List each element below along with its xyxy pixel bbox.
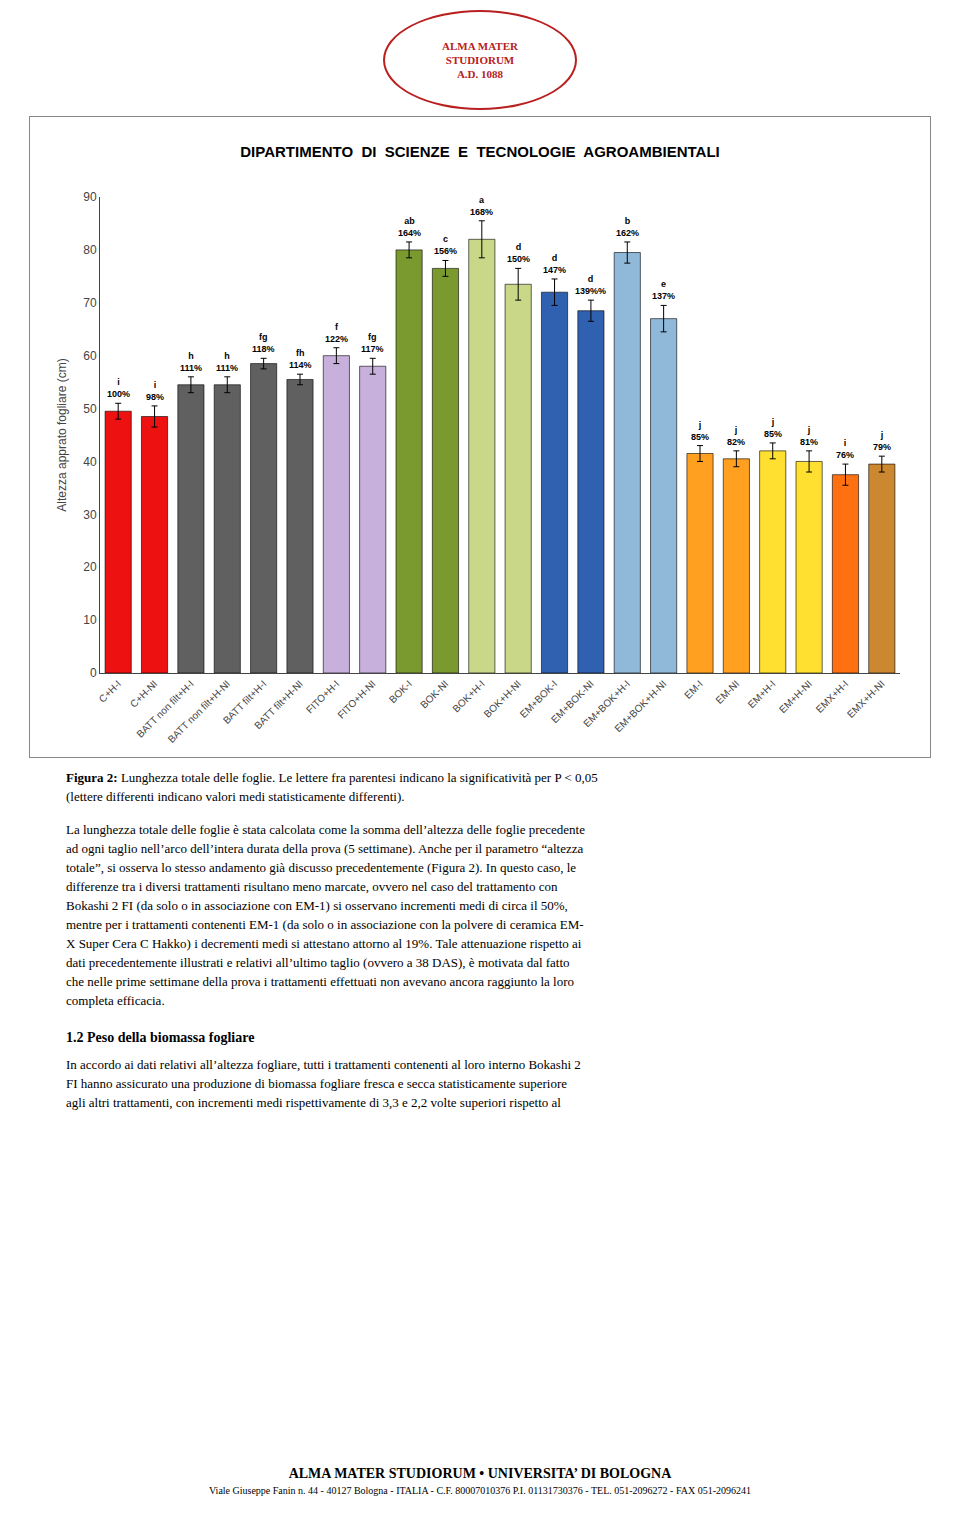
- svg-text:EM+BOK+H-I: EM+BOK+H-I: [581, 678, 632, 729]
- svg-text:BOK-NI: BOK-NI: [418, 678, 450, 710]
- html-text:X Super Cera C Hakko) i decrem: X Super Cera C Hakko) i decrementi medi …: [66, 936, 582, 951]
- svg-text:30: 30: [83, 508, 97, 522]
- svg-text:j85%: j85%: [691, 420, 709, 442]
- svg-text:f122%: f122%: [325, 322, 348, 344]
- html-text:differenze tra i diversi tratt: differenze tra i diversi trattamenti ris…: [66, 879, 558, 894]
- svg-text:fg117%: fg117%: [361, 332, 384, 354]
- svg-text:BOK-I: BOK-I: [387, 678, 414, 705]
- svg-text:j82%: j82%: [727, 425, 745, 447]
- svg-text:EM+H-I: EM+H-I: [746, 678, 778, 710]
- svg-text:EMX+H-I: EMX+H-I: [814, 678, 851, 715]
- svg-text:0: 0: [90, 666, 97, 680]
- svg-text:b162%: b162%: [616, 216, 639, 238]
- svg-text:EM-NI: EM-NI: [713, 678, 741, 706]
- svg-text:EM+BOK+H-NI: EM+BOK+H-NI: [612, 678, 668, 734]
- svg-text:d150%: d150%: [507, 242, 530, 264]
- svg-text:FITO+H-I: FITO+H-I: [304, 678, 341, 715]
- svg-text:EM-I: EM-I: [682, 678, 705, 701]
- html-text:FI hanno assicurato una produz: FI hanno assicurato una produzione di bi…: [66, 1076, 567, 1091]
- svg-text:50: 50: [83, 402, 97, 416]
- svg-text:d147%: d147%: [543, 253, 566, 275]
- svg-text:BOK+H-I: BOK+H-I: [450, 678, 486, 714]
- svg-text:EM+BOK-I: EM+BOK-I: [518, 678, 560, 720]
- html-text:(lettere differenti indicano v: (lettere differenti indicano valori medi…: [66, 789, 405, 804]
- svg-text:90: 90: [83, 190, 97, 204]
- html-text:dati precedentemente illustrat: dati precedentemente illustrati e relati…: [66, 955, 570, 970]
- svg-text:e137%: e137%: [652, 279, 675, 301]
- svg-text:DIPARTIMENTO DI SCIENZE E: DIPARTIMENTO DI SCIENZE E TECNOLOGIE AGR…: [240, 143, 719, 160]
- svg-text:i76%: i76%: [836, 438, 854, 460]
- html-text:Figura 2: Lunghezza totale del: Figura 2: Lunghezza totale delle foglie.…: [66, 770, 598, 785]
- html-text:A.D. 1088: A.D. 1088: [456, 68, 504, 80]
- svg-text:BATT non filt+H-I: BATT non filt+H-I: [134, 678, 196, 740]
- html-text:Viale Giuseppe Fanin n. 44 - 4: Viale Giuseppe Fanin n. 44 - 40127 Bolog…: [209, 1485, 751, 1496]
- html-text:che nelle prime settimane dell: che nelle prime settimane della prova i …: [66, 974, 574, 989]
- svg-text:h111%: h111%: [216, 351, 238, 373]
- svg-text:i100%: i100%: [107, 377, 130, 399]
- svg-text:j85%: j85%: [764, 417, 782, 439]
- svg-text:d139%%: d139%%: [575, 274, 606, 296]
- html-text:totale”, si osserva lo stesso: totale”, si osserva lo stesso andamento …: [66, 860, 577, 875]
- svg-text:BATT non filt+H-NI: BATT non filt+H-NI: [166, 678, 233, 745]
- svg-text:a168%: a168%: [470, 195, 493, 217]
- svg-text:fg118%: fg118%: [252, 332, 275, 354]
- html-text:Bokashi 2 FI (da solo o in ass: Bokashi 2 FI (da solo o in associazione …: [66, 898, 568, 913]
- html-text:agli altri trattamenti, con in: agli altri trattamenti, con incrementi m…: [66, 1095, 561, 1110]
- svg-text:C+H-I: C+H-I: [97, 678, 123, 704]
- svg-text:C+H-NI: C+H-NI: [128, 678, 160, 710]
- svg-text:ab164%: ab164%: [398, 216, 421, 238]
- html-text:completa efficacia.: completa efficacia.: [66, 993, 165, 1008]
- svg-text:h111%: h111%: [180, 351, 202, 373]
- svg-text:FITO+H-NI: FITO+H-NI: [335, 678, 377, 720]
- svg-text:c156%: c156%: [434, 234, 457, 256]
- svg-text:j79%: j79%: [873, 430, 891, 452]
- svg-text:EMX+H-NI: EMX+H-NI: [845, 678, 887, 720]
- svg-text:BOK+H-NI: BOK+H-NI: [482, 678, 523, 719]
- svg-text:i98%: i98%: [146, 380, 164, 402]
- svg-text:fh114%: fh114%: [289, 348, 312, 370]
- html-text:In accordo ai dati relativi al: In accordo ai dati relativi all’altezza …: [66, 1057, 581, 1072]
- html-text:mentre per i trattamenti conte: mentre per i trattamenti contenenti EM-1…: [66, 917, 584, 932]
- svg-text:EM+H-NI: EM+H-NI: [777, 678, 814, 715]
- svg-text:EM+BOK-NI: EM+BOK-NI: [549, 678, 596, 725]
- svg-text:70: 70: [83, 296, 97, 310]
- html-text:1.2 Peso della biomassa foglia: 1.2 Peso della biomassa fogliare: [66, 1030, 255, 1045]
- svg-text:Altezza apprato fogliare (cm): Altezza apprato fogliare (cm): [55, 358, 69, 511]
- svg-text:40: 40: [83, 455, 97, 469]
- html-text:La lunghezza totale delle fogl: La lunghezza totale delle foglie è stata…: [66, 822, 585, 837]
- svg-text:10: 10: [83, 613, 97, 627]
- svg-text:BATT filt+H-NI: BATT filt+H-NI: [252, 678, 305, 731]
- html-text:ALMA MATER: ALMA MATER: [442, 40, 518, 52]
- html-text:ALMA MATER STUDIORUM • UNIVERS: ALMA MATER STUDIORUM • UNIVERSITA’ DI BO…: [288, 1466, 672, 1481]
- svg-text:60: 60: [83, 349, 97, 363]
- svg-text:80: 80: [83, 243, 97, 257]
- html-text:ad ogni taglio nell’arco dell’: ad ogni taglio nell’arco dell’intera dur…: [66, 841, 584, 856]
- svg-text:BATT filt+H-I: BATT filt+H-I: [221, 678, 269, 726]
- svg-text:20: 20: [83, 560, 97, 574]
- svg-text:j81%: j81%: [800, 425, 818, 447]
- html-text:STUDIORUM: STUDIORUM: [445, 54, 515, 66]
